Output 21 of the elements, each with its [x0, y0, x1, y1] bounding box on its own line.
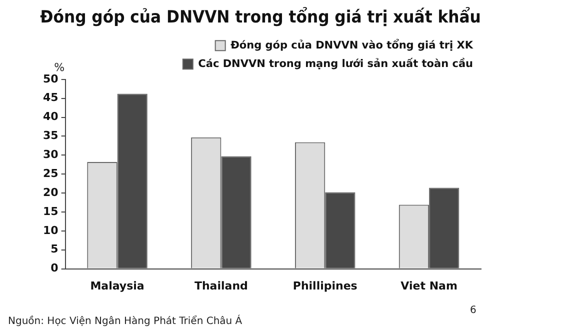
- y-tick-label: 20: [42, 186, 59, 199]
- x-tick-label: Phillipines: [292, 279, 358, 292]
- text: Nguồn: Học Viện Ngân Hàng Phát Triển Châu Á: [8, 316, 242, 327]
- chart-title: Đóng góp của DNVVN trong tổng giá trị xuất khẩu: [40, 7, 481, 27]
- y-tick-label: 5: [50, 242, 58, 256]
- y-tick-label: 25: [42, 166, 58, 180]
- x-tick-label: Thailand: [194, 279, 248, 292]
- y-axis-title: %: [54, 60, 65, 74]
- y-tick-label: 50: [42, 72, 59, 86]
- y-tick-label: 35: [42, 129, 58, 142]
- y-tick-label: 30: [42, 148, 59, 162]
- y-tick-label: 0: [50, 262, 59, 275]
- y-tick-label: 45: [42, 91, 58, 104]
- legend-label: Đóng góp của DNVVN vào tổng giá trị XK: [230, 38, 474, 52]
- legend-label: Các DNVVN trong mạng lưới sản xuất toàn cầu: [198, 56, 474, 70]
- x-tick-label: Viet Nam: [400, 279, 458, 292]
- y-tick-label: 40: [42, 110, 59, 124]
- y-tick-label: 15: [42, 204, 58, 218]
- text: 6: [470, 305, 476, 316]
- y-tick-label: 10: [42, 224, 59, 237]
- x-tick-label: Malaysia: [90, 279, 144, 292]
